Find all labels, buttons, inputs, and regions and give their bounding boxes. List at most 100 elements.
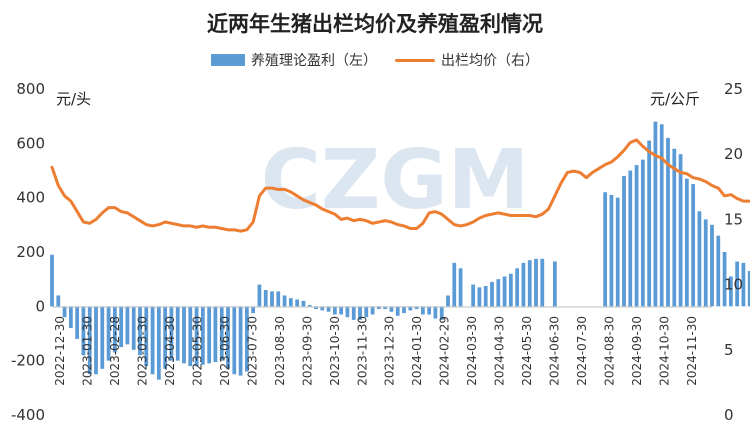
- bar: [603, 192, 608, 307]
- bar: [521, 262, 526, 307]
- x-tick-label: 2023-11-30: [355, 316, 369, 386]
- bar: [653, 121, 658, 307]
- x-tick-label: 2024-03-30: [465, 316, 479, 386]
- bar: [320, 306, 325, 311]
- bar: [169, 306, 174, 361]
- x-tick-label: 2024-06-30: [548, 316, 562, 386]
- bar: [144, 306, 149, 367]
- bar: [458, 268, 463, 307]
- bar: [251, 306, 256, 314]
- bar: [402, 306, 406, 314]
- bar: [87, 306, 92, 375]
- bar: [81, 306, 86, 356]
- bar: [433, 306, 438, 319]
- bar: [647, 140, 652, 307]
- bar: [710, 224, 714, 307]
- x-tick-label: 2023-12-30: [383, 316, 397, 386]
- legend-label-price: 出栏均价（右）: [441, 53, 539, 69]
- x-tick-label: 2023-07-30: [245, 316, 259, 386]
- bar: [213, 306, 218, 363]
- bar: [376, 306, 381, 310]
- bar: [263, 290, 268, 307]
- bar: [370, 306, 375, 315]
- bar: [238, 306, 243, 376]
- bar: [332, 306, 337, 315]
- bar: [138, 306, 142, 356]
- bar: [314, 306, 318, 310]
- bar: [508, 273, 513, 307]
- bar: [351, 306, 356, 320]
- legend-item-price: 出栏均价（右）: [395, 50, 539, 70]
- bar: [527, 260, 532, 307]
- x-tick-label: 2024-01-30: [410, 316, 424, 386]
- x-tick-label: 2024-04-30: [493, 316, 507, 386]
- bar: [100, 306, 105, 369]
- x-tick-label: 2023-09-30: [300, 316, 314, 386]
- bar: [270, 291, 274, 307]
- x-tick-label: 2023-06-30: [218, 316, 232, 386]
- bar: [219, 306, 224, 361]
- bar: [540, 258, 545, 307]
- x-tick-label: 2023-02-28: [108, 316, 122, 386]
- bar: [408, 306, 413, 311]
- right-axis-unit: 元/公斤: [650, 90, 701, 108]
- bar: [552, 261, 557, 307]
- right-tick-label: 10: [724, 276, 743, 294]
- legend-swatch-line: [395, 58, 435, 62]
- bar: [389, 306, 394, 312]
- bar: [364, 306, 369, 318]
- bar: [226, 306, 230, 369]
- x-tick-label: 2023-08-30: [273, 316, 287, 386]
- bar: [471, 284, 476, 307]
- bar: [420, 306, 425, 315]
- bar: [200, 306, 205, 365]
- x-tick-label: 2023-03-30: [135, 316, 149, 386]
- bar: [75, 306, 80, 339]
- bar: [68, 306, 73, 329]
- bar: [609, 194, 614, 307]
- bar: [703, 219, 708, 307]
- bar: [326, 306, 331, 312]
- bar: [50, 254, 54, 307]
- bar: [345, 306, 350, 318]
- legend-swatch-bar: [211, 54, 245, 66]
- bar: [207, 306, 212, 364]
- bar: [672, 148, 677, 307]
- right-tick-label: 20: [724, 145, 743, 163]
- price-line: [50, 138, 750, 233]
- bar: [276, 291, 281, 307]
- x-tick-label: 2023-04-30: [163, 316, 177, 386]
- left-tick-label: 200: [16, 243, 45, 261]
- left-tick-label: -200: [11, 352, 45, 370]
- bar: [534, 258, 538, 307]
- legend: 养殖理论盈利（左） 出栏均价（右）: [0, 50, 750, 70]
- left-tick-label: 800: [16, 80, 45, 98]
- x-tick-label: 2023-01-30: [80, 316, 94, 386]
- x-tick-label: 2022-12-30: [53, 316, 67, 386]
- chart-title: 近两年生猪出栏均价及养殖盈利情况: [207, 12, 543, 36]
- left-tick-label: 400: [16, 189, 45, 207]
- bar: [156, 306, 161, 380]
- bar: [119, 306, 124, 348]
- bar: [452, 262, 457, 307]
- bar: [728, 276, 733, 307]
- left-tick-label: -400: [11, 406, 45, 424]
- x-tick-label: 2024-10-30: [658, 316, 672, 386]
- right-tick-label: 15: [724, 210, 743, 228]
- bar: [628, 170, 633, 307]
- left-tick-label: 0: [35, 297, 45, 315]
- legend-item-profit: 养殖理论盈利（左）: [211, 50, 377, 70]
- bar: [496, 279, 501, 307]
- bar: [62, 306, 67, 318]
- bar: [282, 295, 287, 307]
- x-tick-label: 2024-07-30: [575, 316, 589, 386]
- legend-label-profit: 养殖理论盈利（左）: [251, 53, 377, 69]
- bar: [232, 306, 237, 375]
- bar: [634, 165, 639, 307]
- bar: [125, 306, 130, 345]
- bar: [112, 306, 117, 353]
- bar: [684, 178, 689, 307]
- bar: [301, 300, 306, 307]
- bar: [175, 306, 180, 361]
